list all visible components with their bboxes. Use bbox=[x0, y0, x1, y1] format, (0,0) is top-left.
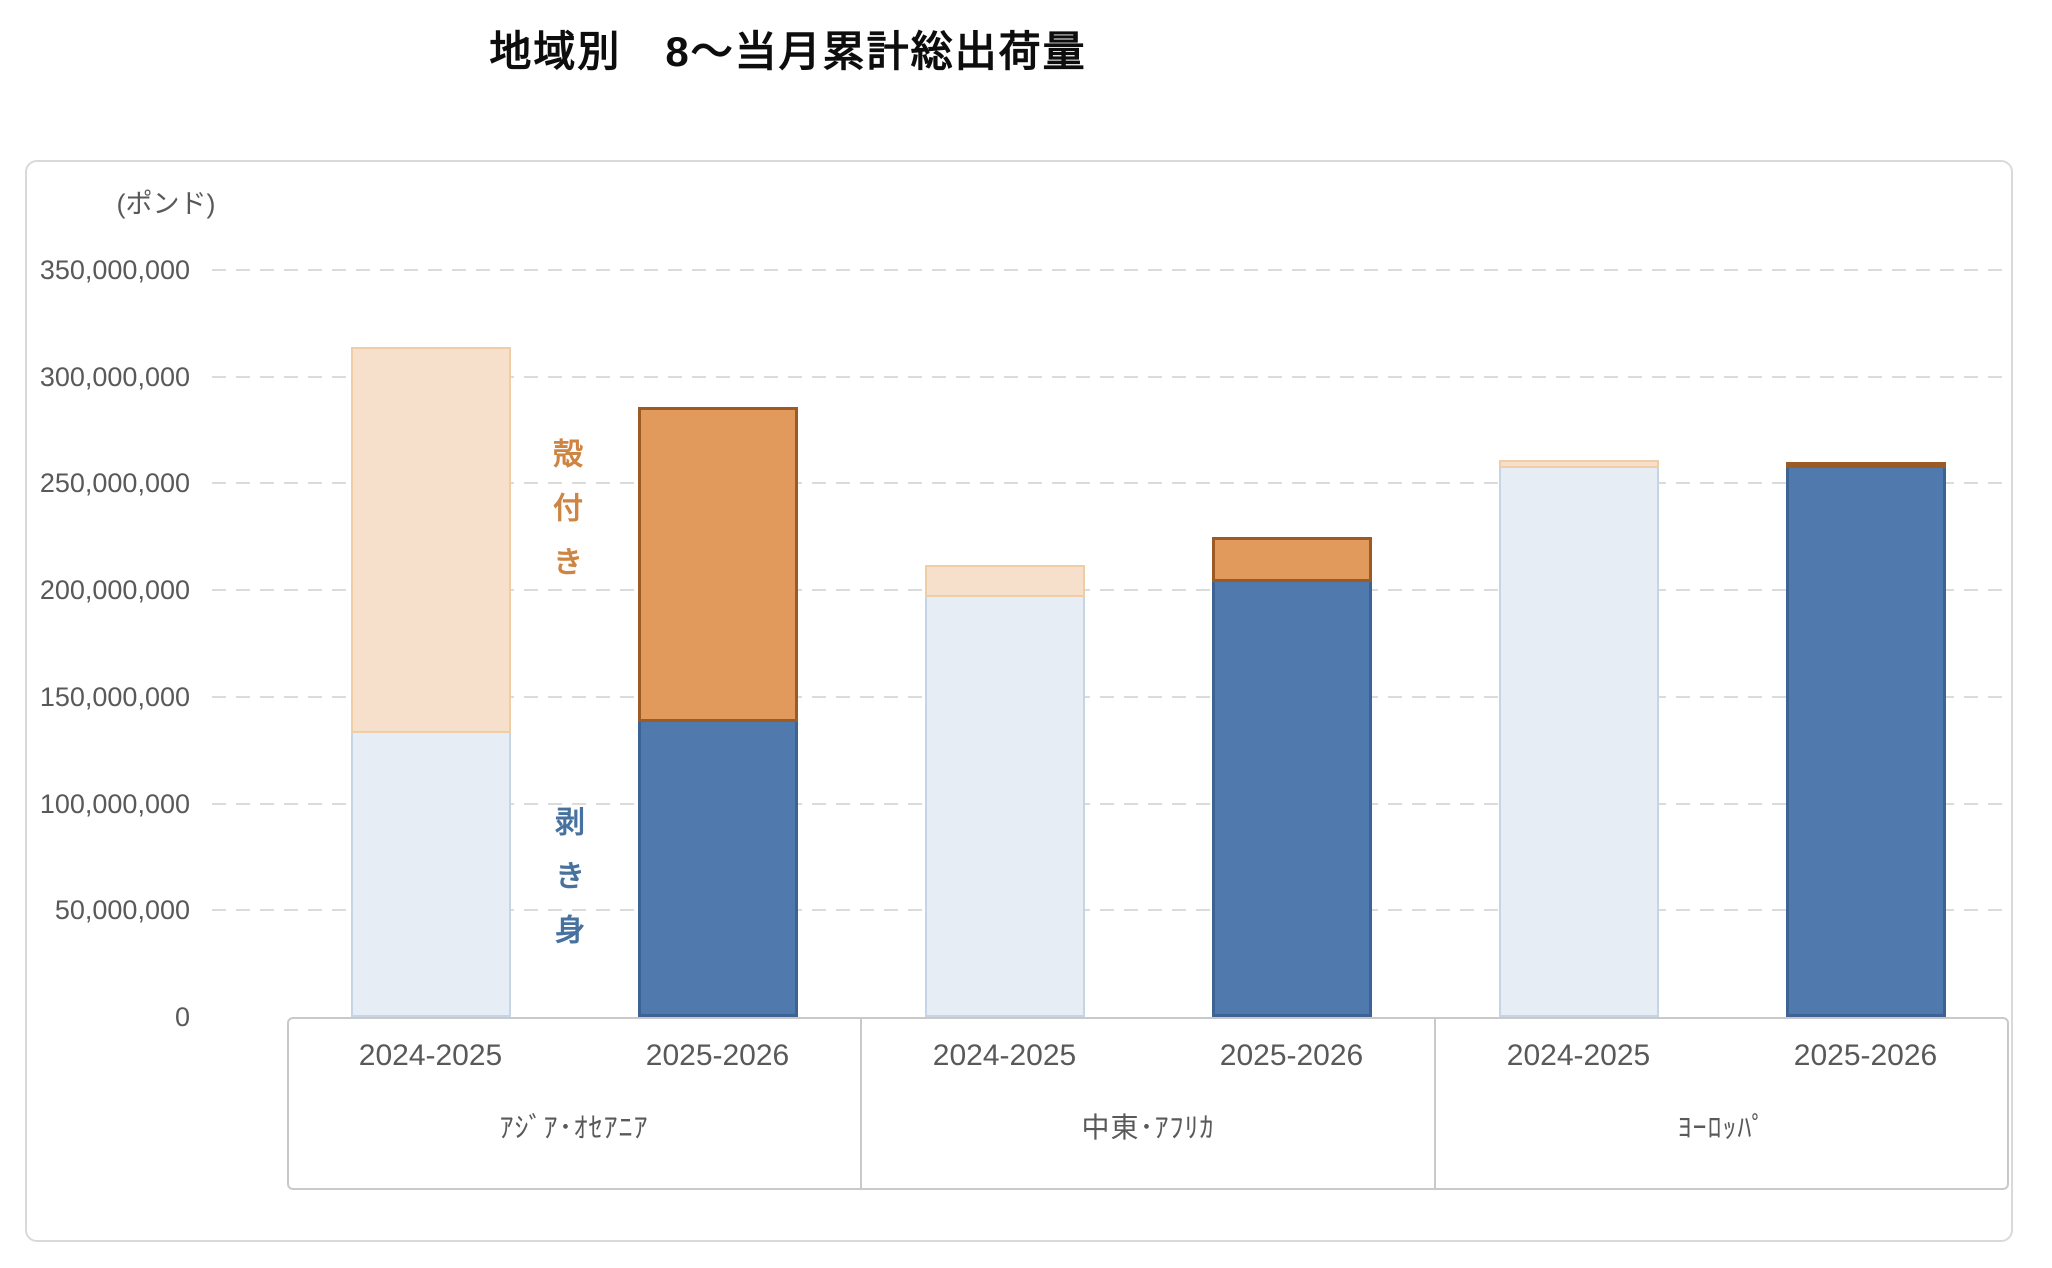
gridline-200000000 bbox=[212, 589, 2002, 592]
gridline-300000000 bbox=[212, 375, 2002, 378]
gridline-100000000 bbox=[212, 802, 2002, 805]
x-group-label-asia-oceania: ｱｼﾞｱ･ｵｾｱﾆｱ bbox=[499, 1112, 649, 1143]
x-label-middle-east-africa-2025-2026: 2025-2026 bbox=[1219, 1039, 1364, 1072]
y-tick-label-50000000: 50,000,000 bbox=[54, 895, 190, 926]
gridline-350000000 bbox=[212, 269, 2002, 271]
chart-title: 地域別 8～当月累計総出荷量 bbox=[489, 28, 1087, 75]
x-label-asia-oceania-2025-2026: 2025-2026 bbox=[645, 1039, 790, 1072]
bar-asia-oceania-2025-2026-shelled-segment bbox=[637, 722, 798, 1017]
y-tick-label-300000000: 300,000,000 bbox=[39, 361, 190, 392]
bar-europe-2025-2026-in-shell-segment bbox=[1785, 462, 1946, 469]
y-tick-label-0: 0 bbox=[174, 1002, 190, 1032]
y-tick-label-200000000: 200,000,000 bbox=[39, 575, 190, 606]
x-group-label-middle-east-africa: 中東･ｱﾌﾘｶ bbox=[1081, 1112, 1215, 1143]
bar-asia-oceania-2025-2026-in-shell-segment bbox=[637, 406, 798, 723]
gridline-50000000 bbox=[212, 909, 2002, 912]
bar-middle-east-africa-2025-2026-shelled-segment bbox=[1211, 581, 1372, 1017]
category-axis-frame bbox=[287, 1017, 2009, 1190]
bar-middle-east-africa-2024-2025-shelled-segment bbox=[924, 596, 1085, 1017]
category-group-separator-2 bbox=[1434, 1017, 1436, 1190]
bar-asia-oceania-2024-2025-shelled-segment bbox=[350, 733, 511, 1017]
bar-asia-oceania-2024-2025-in-shell-segment bbox=[350, 346, 511, 734]
y-tick-label-100000000: 100,000,000 bbox=[39, 788, 190, 819]
x-label-middle-east-africa-2024-2025: 2024-2025 bbox=[932, 1039, 1077, 1072]
gridline-150000000 bbox=[212, 695, 2002, 698]
y-tick-label-350000000: 350,000,000 bbox=[39, 255, 190, 285]
x-group-label-europe: ﾖｰﾛｯﾊﾟ bbox=[1677, 1112, 1767, 1143]
bar-middle-east-africa-2024-2025-in-shell-segment bbox=[924, 564, 1085, 597]
bar-europe-2025-2026-shelled-segment bbox=[1785, 468, 1946, 1017]
y-tick-label-150000000: 150,000,000 bbox=[39, 681, 190, 712]
shelled-series-label: 剥き身 bbox=[550, 806, 583, 968]
bar-middle-east-africa-2025-2026-in-shell-segment bbox=[1211, 536, 1372, 582]
in-shell-series-label: 殻付き bbox=[548, 438, 581, 600]
y-tick-label-250000000: 250,000,000 bbox=[39, 468, 190, 499]
x-label-asia-oceania-2024-2025: 2024-2025 bbox=[358, 1039, 503, 1072]
x-label-europe-2024-2025: 2024-2025 bbox=[1506, 1039, 1651, 1072]
bar-europe-2024-2025-shelled-segment bbox=[1498, 468, 1659, 1017]
x-label-europe-2025-2026: 2025-2026 bbox=[1793, 1039, 1938, 1072]
y-axis-unit-label: (ポンド) bbox=[116, 189, 216, 219]
bar-europe-2024-2025-in-shell-segment bbox=[1498, 459, 1659, 469]
gridline-250000000 bbox=[212, 482, 2002, 485]
category-group-separator-1 bbox=[860, 1017, 862, 1190]
